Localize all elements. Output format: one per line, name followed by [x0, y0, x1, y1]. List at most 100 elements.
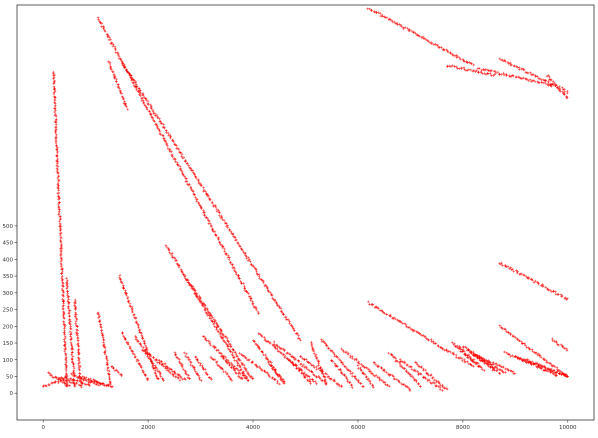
- data-point: [122, 334, 125, 338]
- data-point: [393, 377, 397, 381]
- data-point: [439, 384, 442, 387]
- data-point: [58, 233, 62, 237]
- data-point: [472, 350, 475, 354]
- data-point: [272, 297, 275, 301]
- data-point: [465, 69, 469, 72]
- data-point: [461, 346, 465, 349]
- data-point: [52, 91, 56, 94]
- data-point: [59, 257, 63, 260]
- data-point: [546, 370, 550, 373]
- data-point: [197, 182, 201, 185]
- data-point: [239, 279, 242, 283]
- data-point: [480, 366, 483, 369]
- data-point: [516, 337, 519, 341]
- data-point: [491, 74, 495, 78]
- data-point: [141, 99, 145, 103]
- data-point: [381, 379, 385, 383]
- data-point: [302, 358, 306, 361]
- data-point: [441, 385, 444, 389]
- data-point: [209, 376, 213, 380]
- y-tick-label: 150: [3, 341, 14, 347]
- data-point: [282, 378, 285, 382]
- data-point: [467, 353, 471, 357]
- data-point: [363, 373, 367, 376]
- data-point: [387, 351, 390, 355]
- data-point: [424, 368, 427, 372]
- data-point: [206, 195, 210, 198]
- data-point: [551, 369, 555, 373]
- data-point: [52, 376, 56, 380]
- data-point: [217, 236, 221, 240]
- data-point: [288, 321, 292, 325]
- data-point: [254, 305, 258, 309]
- data-point: [236, 241, 240, 245]
- data-point: [409, 365, 412, 368]
- data-point: [55, 151, 59, 155]
- data-point: [54, 108, 57, 112]
- data-point: [327, 347, 331, 350]
- data-point: [438, 388, 442, 391]
- data-point: [315, 376, 319, 379]
- data-point: [516, 270, 520, 274]
- data-point: [98, 19, 101, 23]
- data-point: [141, 93, 145, 97]
- data-point: [427, 39, 430, 43]
- data-point: [533, 80, 537, 84]
- data-point: [62, 377, 66, 381]
- data-point: [158, 129, 162, 133]
- data-point: [202, 301, 205, 305]
- data-point: [317, 362, 321, 366]
- data-point: [293, 364, 297, 367]
- data-point: [537, 81, 541, 85]
- data-point: [242, 366, 246, 370]
- data-point: [553, 365, 557, 369]
- data-point: [270, 364, 273, 368]
- data-point: [238, 372, 242, 376]
- data-point: [224, 370, 228, 374]
- y-tick-label: 350: [3, 274, 14, 280]
- data-point: [212, 205, 216, 208]
- data-point: [237, 274, 240, 277]
- data-point: [407, 386, 411, 390]
- data-point: [551, 82, 555, 86]
- data-point: [172, 370, 176, 373]
- data-point: [130, 309, 134, 313]
- data-point: [504, 330, 508, 333]
- data-point: [70, 342, 73, 346]
- data-point: [520, 272, 524, 276]
- data-point: [227, 258, 231, 262]
- data-point: [60, 268, 64, 272]
- data-point: [505, 74, 509, 78]
- data-point: [137, 326, 141, 329]
- data-point: [131, 310, 134, 314]
- data-point: [116, 369, 119, 373]
- data-point: [560, 373, 564, 376]
- data-point: [202, 305, 206, 308]
- data-point: [110, 365, 114, 368]
- data-point: [116, 83, 120, 86]
- data-point: [117, 85, 120, 89]
- data-point: [323, 380, 326, 383]
- data-point: [277, 304, 281, 308]
- data-point: [472, 63, 476, 67]
- data-point: [106, 368, 110, 372]
- data-point: [518, 68, 521, 71]
- data-point: [60, 271, 64, 275]
- data-point: [557, 343, 561, 347]
- data-point: [54, 141, 58, 145]
- data-point: [432, 378, 436, 382]
- data-point: [552, 372, 556, 376]
- data-point: [65, 385, 69, 388]
- data-point: [209, 198, 212, 202]
- data-point: [135, 322, 139, 325]
- data-point: [389, 315, 392, 318]
- data-point: [399, 23, 403, 27]
- data-point: [374, 306, 378, 309]
- data-point: [303, 366, 307, 369]
- data-point: [110, 365, 114, 369]
- data-point: [226, 226, 230, 230]
- data-point: [247, 292, 250, 296]
- data-point: [52, 85, 56, 89]
- data-point: [421, 334, 425, 337]
- data-point: [191, 287, 195, 291]
